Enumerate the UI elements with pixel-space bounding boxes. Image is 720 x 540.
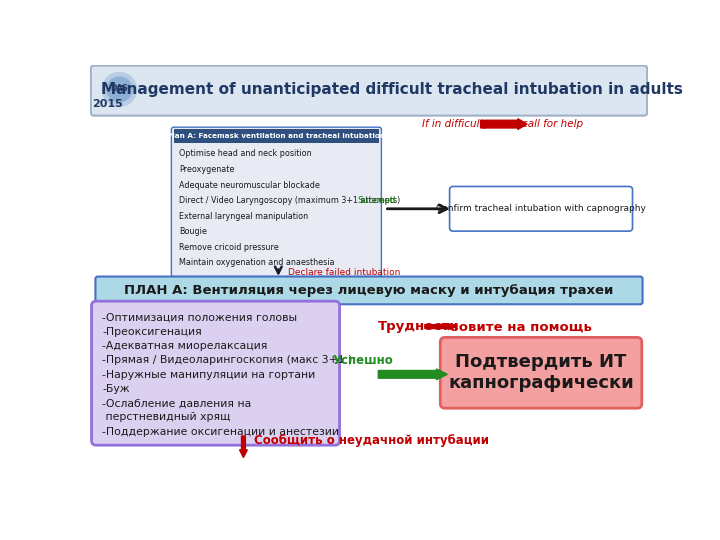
Text: DAS: DAS xyxy=(111,84,128,93)
FancyArrow shape xyxy=(481,119,527,130)
Text: If in difficulty: If in difficulty xyxy=(422,119,490,129)
FancyBboxPatch shape xyxy=(174,130,379,143)
Text: перстневидный хрящ: перстневидный хрящ xyxy=(102,413,231,422)
Text: Подтвердить ИТ
капнографически: Подтвердить ИТ капнографически xyxy=(448,353,634,392)
FancyBboxPatch shape xyxy=(91,65,647,116)
Text: Direct / Video Laryngoscopy (maximum 3+1 attempts): Direct / Video Laryngoscopy (maximum 3+1… xyxy=(179,196,400,205)
Text: Preoxygenate: Preoxygenate xyxy=(179,165,235,174)
Text: 2015: 2015 xyxy=(91,99,122,110)
FancyBboxPatch shape xyxy=(171,127,382,276)
Text: -Оптимизация положения головы: -Оптимизация положения головы xyxy=(102,313,297,323)
Text: Bougie: Bougie xyxy=(179,227,207,237)
Text: -Ослабление давления на: -Ослабление давления на xyxy=(102,398,252,408)
Text: -Преоксигенация: -Преоксигенация xyxy=(102,327,202,337)
Text: -Буж: -Буж xyxy=(102,384,130,394)
Text: External laryngeal manipulation: External laryngeal manipulation xyxy=(179,212,308,221)
FancyArrow shape xyxy=(240,436,248,457)
Text: Succeed: Succeed xyxy=(358,196,396,205)
FancyBboxPatch shape xyxy=(441,338,642,408)
Text: -Прямая / Видеоларингоскопия (макс 3+1 ): -Прямая / Видеоларингоскопия (макс 3+1 ) xyxy=(102,355,353,366)
FancyBboxPatch shape xyxy=(91,301,340,445)
Text: Успешно: Успешно xyxy=(333,354,393,367)
Circle shape xyxy=(107,77,132,102)
Text: -Поддержание оксигенации и анестезии: -Поддержание оксигенации и анестезии xyxy=(102,427,339,437)
Text: Plan A: Facemask ventilation and tracheal intubation: Plan A: Facemask ventilation and trachea… xyxy=(167,133,385,139)
Text: Declare failed intubation: Declare failed intubation xyxy=(287,268,400,277)
Text: ПЛАН А: Вентиляция через лицевую маску и интубация трахеи: ПЛАН А: Вентиляция через лицевую маску и… xyxy=(125,284,613,297)
FancyBboxPatch shape xyxy=(449,186,632,231)
Text: Confirm tracheal intubation with capnography: Confirm tracheal intubation with capnogr… xyxy=(436,204,646,213)
Text: Трудности: Трудности xyxy=(378,320,460,333)
FancyArrow shape xyxy=(425,323,454,330)
Text: зовите на помощь: зовите на помощь xyxy=(451,320,592,333)
Text: Remove cricoid pressure: Remove cricoid pressure xyxy=(179,243,279,252)
Text: Optimise head and neck position: Optimise head and neck position xyxy=(179,150,312,159)
FancyArrow shape xyxy=(378,369,447,380)
Text: -Адекватная миорелаксация: -Адекватная миорелаксация xyxy=(102,341,268,351)
Text: Adequate neuromuscular blockade: Adequate neuromuscular blockade xyxy=(179,180,320,190)
Text: -Наружные манипуляции на гортани: -Наружные манипуляции на гортани xyxy=(102,370,315,380)
Text: Сообщить о неудачной интубации: Сообщить о неудачной интубации xyxy=(254,434,490,447)
Text: call for help: call for help xyxy=(523,119,584,129)
FancyBboxPatch shape xyxy=(96,276,642,304)
Text: Maintain oxygenation and anaesthesia: Maintain oxygenation and anaesthesia xyxy=(179,258,335,267)
Text: Management of unanticipated difficult tracheal intubation in adults: Management of unanticipated difficult tr… xyxy=(102,82,683,97)
Circle shape xyxy=(102,72,137,106)
